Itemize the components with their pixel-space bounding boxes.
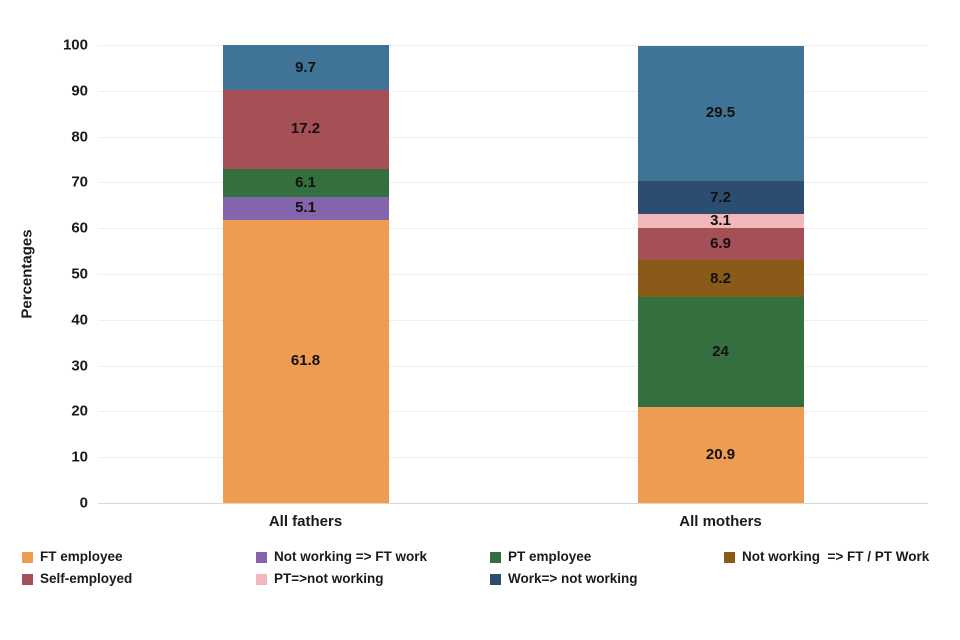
segment-Self-employed-All fathers: 17.2 [222,89,389,169]
y-tick-label-90: 90 [71,82,88,100]
y-tick-label-50: 50 [71,265,88,283]
y-tick-label-60: 60 [71,219,88,237]
gridline-40 [98,319,928,321]
legend-item-pt-employee: PT employee [490,546,724,568]
gridline-30 [98,365,928,367]
segment-value-label: 24 [712,343,729,361]
segment-value-label: 20.9 [705,446,736,464]
gridline-20 [98,411,928,413]
segment-Work=> not working-All mothers: 7.2 [637,181,804,215]
segment-Not working => FT work-All fathers: 5.1 [222,196,389,220]
plot-area: 61.8 5.1 6.1 17.2 9.7 20.9 24 8.2 6.9 3.1 7.2 29.5 [98,45,928,504]
y-tick-label-0: 0 [79,494,88,512]
legend-item-not-working-ft-pt-work: Not working => FT / PT Work [724,546,952,568]
legend-label: Self-employed [40,571,133,587]
y-tick-label-30: 30 [71,357,88,375]
legend-swatch-icon [256,573,267,585]
segment-Not working => FT / PT Work-All mothers: 8.2 [637,259,804,298]
y-tick-label-40: 40 [71,311,88,329]
x-category-label: All mothers [679,513,762,530]
gridline-90 [98,90,928,92]
segment-value-label: 6.9 [710,235,731,253]
legend-item-not-working-ft-work: Not working => FT work [256,546,490,568]
segment-unlabeled-All mothers: 29.5 [637,45,804,182]
segment-FT employee-All mothers: 20.9 [637,407,804,503]
y-tick-label-80: 80 [71,128,88,146]
segment-FT employee-All fathers: 61.8 [222,219,389,503]
bar-all-fathers: 61.8 5.1 6.1 17.2 9.7 [222,45,389,503]
legend-item-work-not-working: Work=> not working [490,568,724,590]
segment-value-label: 29.5 [705,104,736,122]
legend-item-pt-not-working: PT=>not working [256,568,490,590]
segment-PT employee-All fathers: 6.1 [222,168,389,197]
segment-value-label: 17.2 [290,120,321,138]
legend-item-self-employed: Self-employed [22,568,256,590]
segment-PT employee-All mothers: 24 [637,297,804,408]
legend-swatch-icon [490,551,501,563]
legend-item-ft-employee: FT employee [22,546,256,568]
legend-swatch-icon [22,573,33,585]
segment-value-label: 5.1 [295,199,316,217]
y-tick-label-20: 20 [71,402,88,420]
legend-label: Work=> not working [508,571,638,587]
legend: FT employee Not working => FT work PT empl… [22,546,952,590]
y-axis-title: Percentages [18,229,36,319]
gridline-70 [98,182,928,184]
legend-swatch-icon [490,573,501,585]
legend-label: FT employee [40,549,123,565]
legend-label: PT employee [508,549,592,565]
segment-value-label: 7.2 [710,188,731,206]
segment-Self-employed-All mothers: 6.9 [637,228,804,260]
segment-PT=>not working-All mothers: 3.1 [637,212,804,230]
gridline-80 [98,136,928,138]
y-tick-label-10: 10 [71,448,88,466]
gridline-100 [98,45,928,46]
segment-value-label: 6.1 [295,173,316,191]
legend-swatch-icon [256,551,267,563]
x-category-label: All fathers [268,513,343,530]
x-axis-line [98,503,928,504]
legend-swatch-icon [22,551,33,563]
segment-value-label: 3.1 [710,212,731,230]
segment-unlabeled-All fathers: 9.7 [222,45,389,90]
segment-value-label: 9.7 [295,58,316,76]
legend-label: PT=>not working [274,571,384,587]
legend-label: Not working => FT work [274,549,428,565]
legend-label: Not working => FT / PT Work [742,549,930,565]
gridline-60 [98,228,928,230]
gridline-50 [98,274,928,275]
bar-all-mothers: 20.9 24 8.2 6.9 3.1 7.2 29.5 [637,45,804,503]
y-tick-label-100: 100 [62,36,88,54]
y-tick-label-70: 70 [71,173,88,191]
legend-swatch-icon [724,551,735,563]
gridline-10 [98,457,928,459]
segment-value-label: 8.2 [710,269,731,287]
segment-value-label: 61.8 [290,352,321,370]
